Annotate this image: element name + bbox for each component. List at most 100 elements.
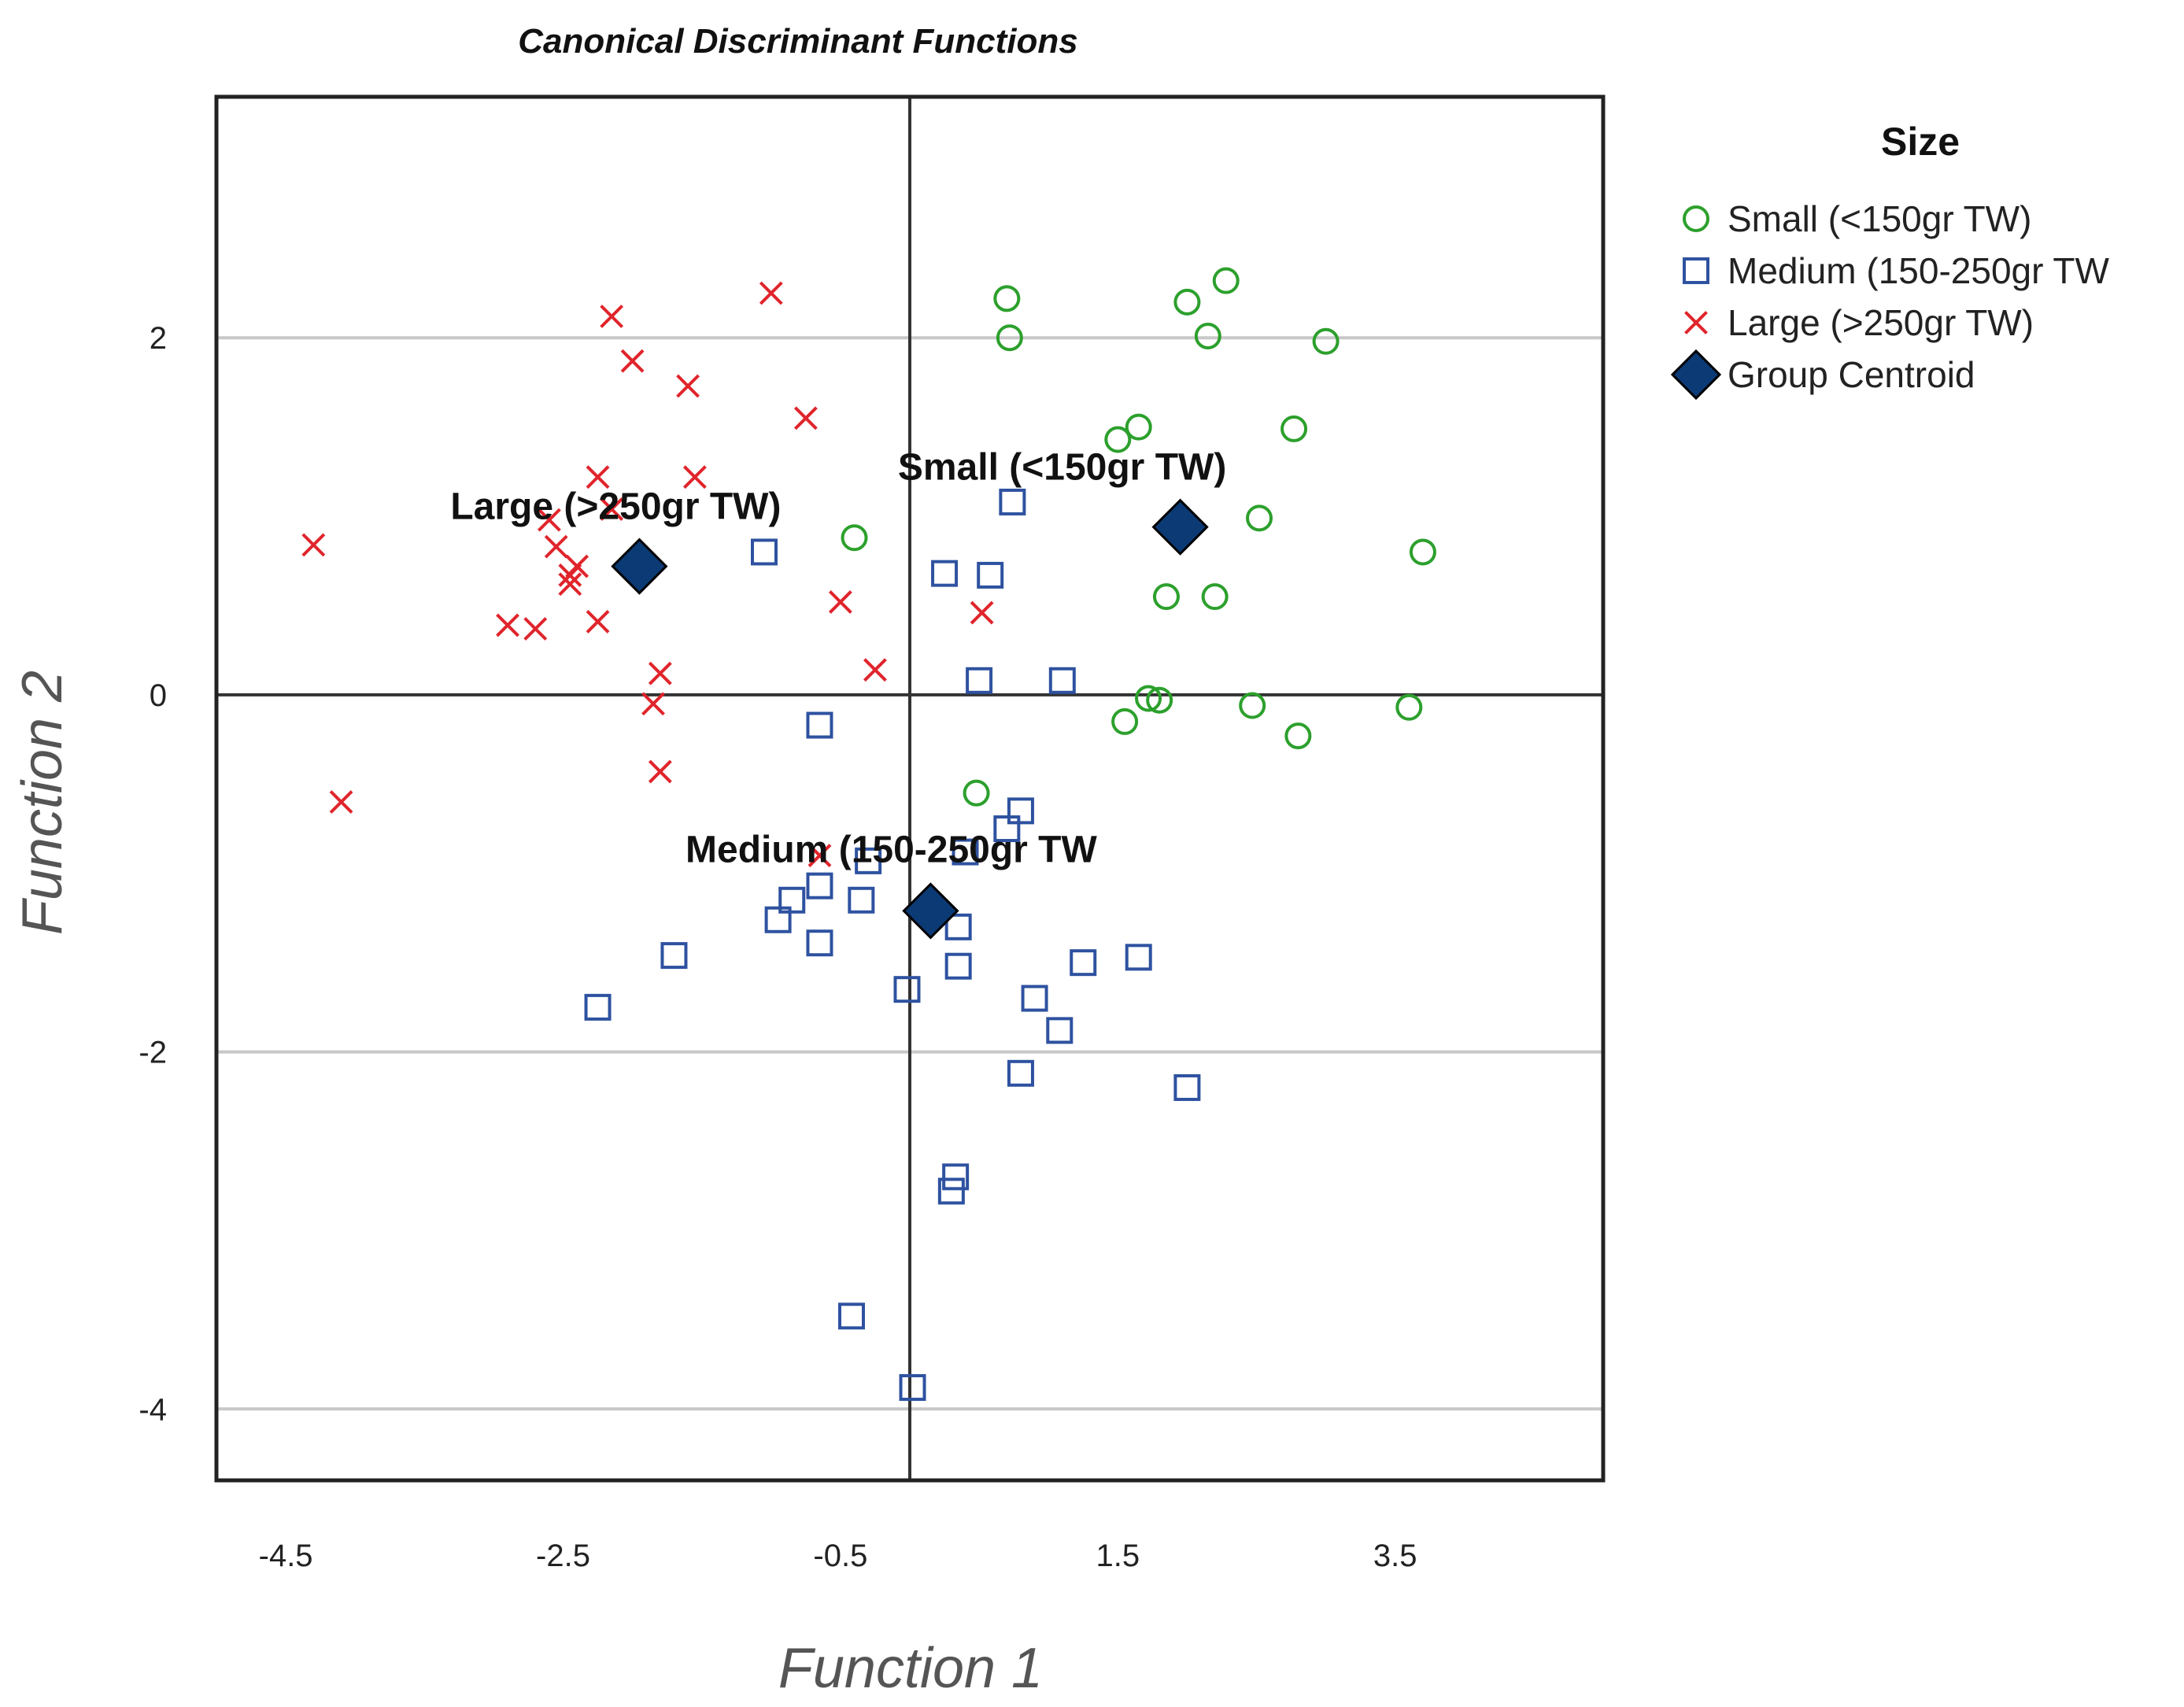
medium-point (660, 942, 688, 970)
medium-point (1048, 667, 1076, 694)
small-point (1125, 413, 1152, 441)
small-point (1395, 693, 1423, 721)
medium-point (837, 1302, 865, 1330)
medium-point (1021, 985, 1048, 1012)
medium-point (1007, 1059, 1034, 1087)
legend-item-centroid: Group Centroid (1670, 349, 1975, 401)
small-point (1135, 685, 1162, 712)
small-point (1104, 426, 1132, 453)
centroid-labels: Large (>250gr TW) Small (<150gr TW) Medium… (450, 447, 1226, 871)
medium-point (806, 929, 833, 957)
large-point (558, 572, 582, 597)
small-point (1246, 504, 1273, 532)
x-axis-label: Function 1 (778, 1637, 1043, 1700)
large-point (544, 534, 568, 559)
group-centroid-marker (611, 538, 668, 595)
group-centroid-marker (902, 882, 959, 940)
medium-point (942, 1163, 970, 1191)
small-point (1173, 288, 1201, 316)
x-tick-label: -2.5 (536, 1539, 590, 1573)
x-tick-label: -4.5 (259, 1539, 313, 1573)
medium-point (855, 847, 882, 874)
medium-point (848, 886, 875, 914)
medium-point (806, 711, 833, 739)
legend-marker (1683, 205, 1709, 232)
medium-point (1007, 797, 1034, 825)
medium-point (750, 538, 778, 566)
legend-item-small: Small (<150gr TW) (1683, 198, 2031, 239)
medium-point (584, 993, 612, 1021)
medium-point (966, 667, 993, 694)
small-point (1194, 322, 1221, 349)
centroid-label: Medium (150-250gr TW (686, 829, 1097, 870)
large-point (496, 613, 519, 637)
y-tick-labels: 2 0 -2 -4 (139, 321, 167, 1427)
y-axis-label: Function 2 (11, 671, 74, 935)
large-point (301, 533, 326, 557)
legend-label: Large (>250gr TW) (1728, 302, 2034, 343)
legend-item-large: Large (>250gr TW) (1684, 302, 2034, 343)
medium-point (1070, 949, 1097, 977)
large-point (586, 609, 610, 634)
group-centroid-marker (1151, 498, 1209, 556)
small-point (963, 779, 990, 807)
medium-point (999, 488, 1026, 515)
centroid-label: Small (<150gr TW) (898, 447, 1226, 489)
large-point (828, 590, 852, 614)
legend-label: Medium (150-250gr TW (1728, 250, 2109, 291)
small-point (1212, 267, 1240, 294)
small-point (841, 524, 868, 552)
large-point (759, 281, 783, 305)
large-point (641, 692, 665, 716)
legend: Size Small (<150gr TW) Medium (150-250gr … (1670, 120, 2109, 401)
medium-point (937, 1177, 965, 1205)
large-point (558, 563, 582, 587)
legend-label: Group Centroid (1728, 354, 1975, 395)
large-point (600, 305, 624, 328)
large-point (807, 844, 832, 867)
medium-point (944, 952, 972, 980)
medium-point (1125, 944, 1152, 971)
small-point (1201, 583, 1229, 611)
legend-title: Size (1881, 120, 1960, 164)
large-point (648, 759, 672, 784)
plot-frame (214, 94, 1606, 1483)
large-point (863, 658, 887, 682)
small-point (993, 285, 1021, 312)
large-point (648, 661, 672, 685)
y-tick-label: 2 (150, 321, 167, 356)
medium-point (778, 886, 806, 914)
small-point (1239, 692, 1266, 719)
small-point (1111, 708, 1139, 735)
centroid-label: Large (>250gr TW) (450, 486, 781, 528)
medium-point (952, 838, 979, 866)
medium-point (893, 976, 921, 1003)
legend-marker (1684, 311, 1708, 334)
y-tick-label: -4 (139, 1392, 167, 1427)
data-points (301, 267, 1436, 1402)
small-point (1284, 722, 1312, 750)
chart-title: Canonical Discriminant Functions (518, 22, 1077, 61)
medium-point (764, 906, 792, 933)
large-point (537, 508, 561, 532)
medium-point (899, 1374, 926, 1402)
legend-marker (1683, 257, 1709, 284)
x-tick-label: -0.5 (813, 1539, 867, 1573)
medium-point (993, 815, 1021, 843)
large-point (586, 465, 610, 490)
medium-point (1173, 1073, 1201, 1101)
legend-marker (1670, 349, 1722, 401)
medium-point (806, 872, 833, 900)
medium-point (1046, 1017, 1074, 1044)
medium-point (944, 913, 972, 940)
medium-point (931, 560, 959, 587)
small-point (1152, 583, 1180, 611)
x-tick-label: 3.5 (1373, 1539, 1417, 1573)
small-point (1409, 538, 1436, 566)
large-point (329, 790, 353, 814)
medium-point (977, 561, 1004, 589)
y-tick-label: -2 (139, 1036, 167, 1070)
small-point (1312, 327, 1340, 355)
x-tick-label: 1.5 (1096, 1539, 1140, 1573)
